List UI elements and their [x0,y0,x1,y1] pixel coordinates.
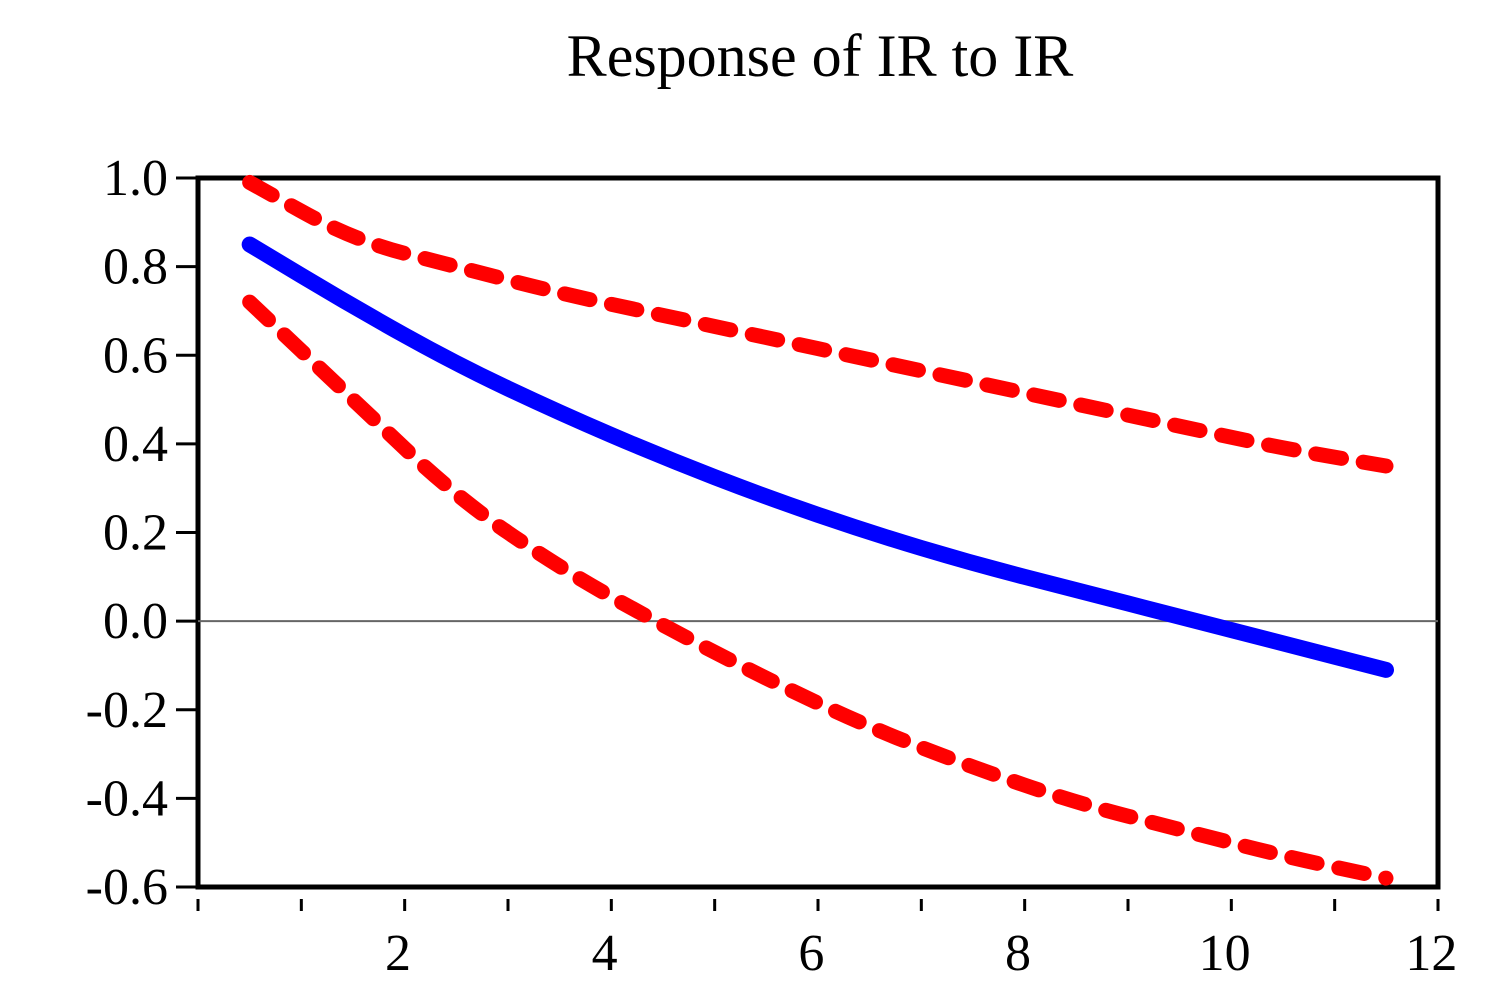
series-line-upper-band [242,174,1394,474]
series-layer [241,174,1394,886]
x-tick-label: 8 [1005,925,1031,982]
y-tick-label: -0.6 [86,859,168,916]
x-tick-label: 6 [798,925,824,982]
plot-frame [195,175,1441,890]
x-tick-label: 2 [385,925,411,982]
x-axis: 2 4 6 8 10 12 [196,899,1457,982]
y-tick-label: 0.8 [103,239,168,296]
series-line-lower-band [242,294,1394,886]
chart-title: Response of IR to IR [566,23,1074,89]
series-line-response [241,236,1394,678]
y-tick-label: 1.0 [103,150,168,207]
plot-border [195,175,1441,890]
x-tick-label: 10 [1199,925,1251,982]
x-tick-label: 4 [592,925,618,982]
y-tick-label: 0.0 [103,593,168,650]
x-tick-label: 12 [1405,925,1457,982]
y-tick-label: -0.2 [86,682,168,739]
y-tick-label: 0.2 [103,505,168,562]
y-tick-label: -0.4 [86,770,168,827]
y-tick-label: 0.6 [103,327,168,384]
y-axis: 1.0 0.8 0.6 0.4 0.2 0.0 -0.2 -0.4 -0.6 [86,150,198,916]
y-tick-label: 0.4 [103,416,168,473]
